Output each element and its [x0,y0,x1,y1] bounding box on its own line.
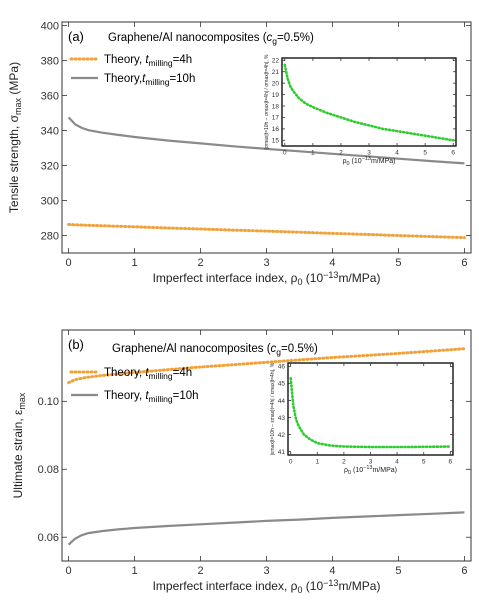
inset-x-tick-label: 5 [422,459,426,466]
inset-x-tick-label: 2 [339,150,343,157]
inset-y-tick-label: 46 [278,364,286,371]
inset-y-tick-label: 42 [278,432,286,439]
y-tick-label: 0.10 [38,396,59,408]
inset-y-tick-label: 18 [272,103,280,110]
y-tick-label: 0.08 [38,464,59,476]
inset-x-tick-label: 3 [369,459,373,466]
x-tick-label: 6 [461,565,467,577]
x-tick-label: 3 [263,565,269,577]
y-tick-label: 300 [41,195,59,207]
inset-y-tick-label: 22 [272,58,280,65]
inset-y-tick-label: 20 [272,80,280,87]
y-axis-label: Tensile strength, σmax (MPa) [7,62,23,213]
series-line-t10h [67,116,465,165]
inset-series-line [283,63,455,142]
y-tick-label: 340 [41,125,59,137]
x-tick-label: 5 [395,257,401,269]
inset-x-tick-label: 1 [315,459,319,466]
panel-b: 0 1 2 3 4 5 60.060.080.10(b) Graphene/Al nanoco… [11,329,472,595]
y-axis-label: Ultimate strain, εmax [11,392,27,498]
series-line-t4h [67,223,466,240]
inset-y-tick-label: 41 [278,449,286,456]
inset-x-tick-label: 5 [423,150,427,157]
inset-y-tick-label: 45 [278,381,286,388]
x-tick-label: 2 [197,565,203,577]
x-tick-label: 2 [197,257,203,269]
y-tick-label: 360 [41,90,59,102]
x-tick-label: 1 [132,565,138,577]
inset-x-tick-label: 3 [367,150,371,157]
x-tick-label: 5 [395,565,401,577]
inset-x-tick-label: 4 [395,150,399,157]
inset-y-axis-label: |εmax|t=10h − εmax|t=4h| / εmax|t=4h|, % [270,362,276,455]
inset-x-tick-label: 0 [289,459,293,466]
inset-x-tick-label: 6 [449,459,453,466]
x-tick-label: 0 [66,565,72,577]
y-tick-label: 380 [41,55,59,67]
inset-y-tick-label: 19 [272,92,280,99]
inset-series-line [289,376,452,449]
inset-x-axis-label: ρ0 (10−13m/MPa) [344,465,397,476]
inset-y-axis-label: |σmax|t=10h − σmax|t=4h| / σmax|t=4h|, % [264,54,270,149]
inset-y-tick-label: 16 [272,126,280,133]
inset-chart: 0 1 2 3 4 5 6 15 16 17 18 19 20 21 22 ρ0 (10−13m/MPa) |σ… [264,54,457,167]
inset-x-tick-label: 1 [311,150,315,157]
inset-frame [281,57,457,147]
y-tick-label: 320 [41,160,59,172]
x-axis-label: Imperfect interface index, ρ0 (10−13m/MP… [153,578,381,595]
y-tick-label: 280 [41,230,59,242]
x-tick-label: 1 [132,257,138,269]
x-axis-label: Imperfect interface index, ρ0 (10−13m/MP… [153,270,381,287]
series-line-t10h [67,511,465,546]
x-tick-label: 3 [263,257,269,269]
panel-label: (b) [68,337,84,352]
x-tick-label: 0 [66,257,72,269]
y-tick-label: 0.06 [38,532,59,544]
inset-x-tick-label: 6 [451,150,455,157]
inset-y-tick-label: 44 [278,398,286,405]
inset-y-tick-label: 21 [272,69,280,76]
x-tick-label: 4 [329,565,335,577]
inset-x-tick-label: 2 [342,459,346,466]
legend-label: Theory, tmilling=4h [104,54,192,68]
legend-label: Theory, tmilling=4h [104,367,192,381]
chart-title: Graphene/Al nanocomposites (cg=0.5%) [108,32,314,46]
panel-label: (a) [68,29,84,44]
inset-x-tick-label: 0 [283,150,287,157]
inset-x-tick-label: 4 [395,459,399,466]
inset-x-axis-label: ρ0 (10−13m/MPa) [343,156,396,167]
y-tick-label: 400 [41,20,59,32]
legend-label: Theory, tmilling=10h [104,390,199,404]
x-tick-label: 6 [461,257,467,269]
chart-title: Graphene/Al nanocomposites (cg=0.5%) [112,343,318,357]
legend-label: Theory,tmilling=10h [104,73,195,87]
x-tick-label: 4 [329,257,335,269]
series-line-t4h [67,347,466,385]
inset-y-tick-label: 15 [272,138,280,145]
inset-y-tick-label: 17 [272,115,280,122]
inset-y-tick-label: 43 [278,415,286,422]
